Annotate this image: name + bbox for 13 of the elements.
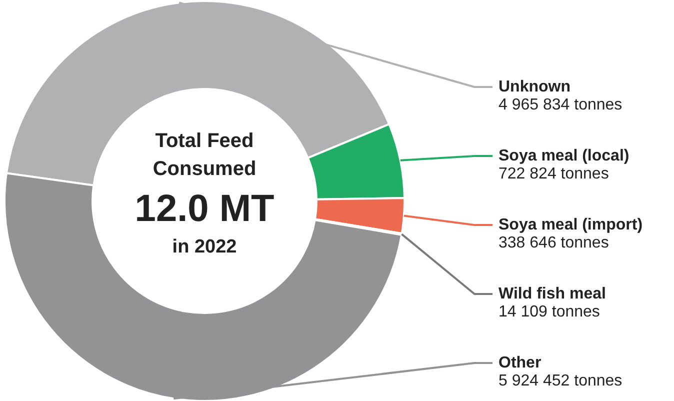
slice-label: Soya meal (local) [498, 148, 630, 164]
slice-label: Unknown [498, 78, 570, 96]
text: 12.0 MT [134, 188, 274, 230]
data-label: 14 109 tonnes [498, 304, 600, 320]
data-label: 5 924 452 tonnes [498, 372, 622, 390]
data-label: 722 824 tonnes [498, 166, 609, 182]
text: Total Feed Consumed [152, 130, 256, 180]
slice-label: Other [498, 354, 542, 372]
text: in 2022 [172, 236, 237, 258]
data-label: 338 646 tonnes [498, 234, 609, 252]
slice-label: Wild fish meal [498, 286, 606, 302]
data-label: 4 965 834 tonnes [498, 96, 622, 114]
slice-label: Soya meal (import) [498, 216, 643, 234]
